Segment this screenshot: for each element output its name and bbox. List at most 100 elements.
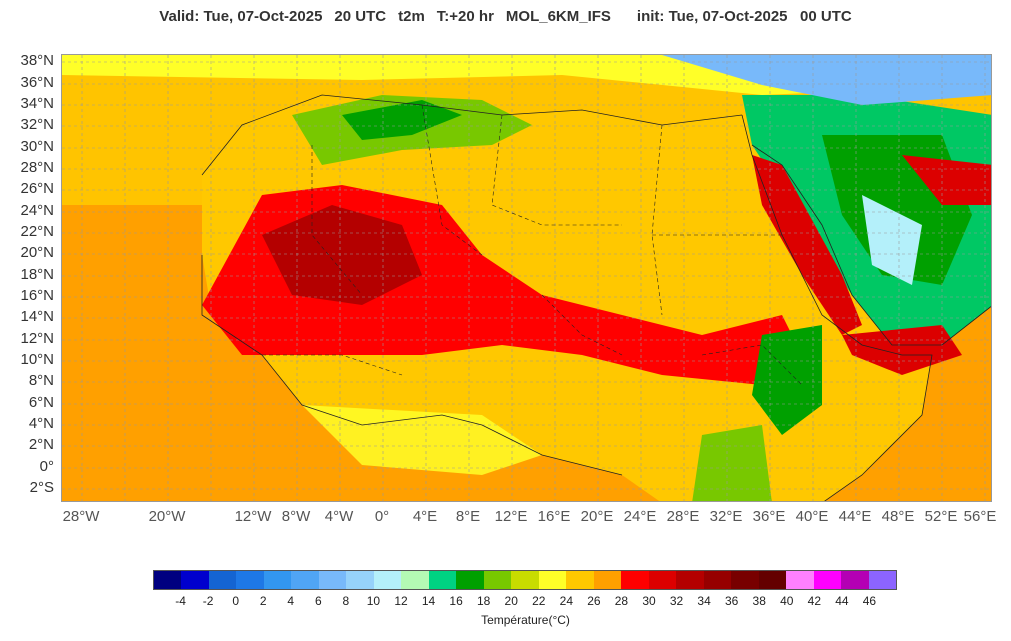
colorbar-tick-label: 36 (724, 594, 739, 608)
colorbar-swatch (676, 571, 704, 589)
colorbar-tick-label: 2 (259, 594, 267, 608)
lon-label: 16°E (537, 508, 571, 525)
colorbar-swatch (731, 571, 759, 589)
atlantic-warm (62, 275, 202, 435)
colorbar-swatch (346, 571, 374, 589)
title-init: init: Tue, 07-Oct-2025 00 UTC (636, 8, 852, 25)
colorbar-swatch (208, 571, 237, 589)
mali-hotspot (262, 205, 422, 305)
colorbar-tick-label: 20 (504, 594, 518, 608)
colorbar-swatch (373, 571, 402, 589)
lat-label: 8°N (28, 372, 54, 389)
lat-label: 14°N (20, 308, 54, 325)
colorbar-swatch (648, 571, 677, 589)
colorbar-swatch (263, 571, 292, 589)
colorbar-tick-label: 18 (476, 594, 491, 608)
colorbar-swatch (511, 571, 539, 589)
colorbar-swatch (538, 571, 567, 589)
lon-label: 4°W (324, 508, 354, 525)
gulf-aden-hot (842, 325, 962, 375)
lat-label: 6°N (28, 394, 54, 411)
lon-label: 44°E (838, 508, 872, 525)
colorbar-tick-label: -4 (175, 594, 186, 608)
country-borders (262, 104, 803, 386)
colorbar-tick-label: 10 (366, 594, 381, 608)
colorbar-swatch (566, 571, 594, 589)
colorbar-tick-label: 30 (642, 594, 656, 608)
lat-label: 0° (39, 458, 54, 475)
colorbar-swatch (621, 571, 649, 589)
title-hour: 20 UTC (334, 8, 387, 25)
title-valid: Valid: Tue, 07-Oct-2025 (159, 8, 323, 25)
lat-label: 38°N (20, 52, 54, 69)
guinea-coast (302, 405, 542, 475)
colorbar-tick-label: 26 (587, 594, 601, 608)
north-cool (662, 55, 991, 105)
title-variable: t2m (398, 8, 425, 25)
chart-title: Valid: Tue, 07-Oct-2025 20 UTC t2m T:+20 hr… (0, 8, 1011, 25)
colorbar-swatch (593, 571, 622, 589)
lon-label: 12°E (494, 508, 528, 525)
colorbar (153, 570, 897, 590)
lon-label: 24°E (623, 508, 657, 525)
map-canvas (62, 55, 991, 501)
lat-label: 30°N (20, 138, 54, 155)
lat-label: 20°N (20, 244, 54, 261)
colorbar-swatch (456, 571, 484, 589)
lon-label: 36°E (752, 508, 786, 525)
colorbar-swatch (401, 571, 429, 589)
colorbar-swatch (236, 571, 264, 589)
lon-label: 28°E (666, 508, 700, 525)
colorbar-swatch (318, 571, 347, 589)
grid-lines (62, 55, 991, 501)
colorbar-title: Température(°C) (481, 613, 570, 627)
colorbar-swatch (483, 571, 512, 589)
colorbar-tick-label: 0 (232, 594, 239, 608)
colorbar-swatch (428, 571, 457, 589)
colorbar-tick-label: 46 (862, 594, 877, 608)
lon-label: 32°E (709, 508, 743, 525)
colorbar-tick-label: 24 (559, 594, 574, 608)
lon-label: 0° (374, 508, 390, 525)
lon-label: 40°E (795, 508, 829, 525)
lat-label: 18°N (20, 266, 54, 283)
east-africa-green (692, 425, 772, 501)
lat-label: 34°N (20, 95, 54, 112)
lon-label: 12°W (234, 508, 272, 525)
lon-label: 56°E (963, 508, 997, 525)
lon-label: 4°E (412, 508, 438, 525)
arabia-cool-spot (862, 195, 922, 285)
colorbar-tick-label: 28 (614, 594, 629, 608)
colorbar-tick-label: 14 (421, 594, 436, 608)
colorbar-swatch (154, 571, 182, 589)
lat-label: 22°N (20, 223, 54, 240)
lat-label: 16°N (20, 287, 54, 304)
colorbar-swatch (813, 571, 842, 589)
lat-label: 32°N (20, 116, 54, 133)
colorbar-swatch (703, 571, 732, 589)
lat-label: 28°N (20, 159, 54, 176)
colorbar-tick-label: 32 (669, 594, 684, 608)
lat-label: 4°N (28, 415, 54, 432)
colorbar-swatch (786, 571, 814, 589)
lat-label: 2°S (29, 479, 54, 496)
lat-label: 10°N (20, 351, 54, 368)
title-lead: T:+20 hr (436, 8, 494, 25)
red-sea-corridor (752, 155, 862, 335)
lat-label: 2°N (28, 436, 54, 453)
lon-label: 28°W (62, 508, 100, 525)
colorbar-tick-label: 8 (342, 594, 350, 608)
lat-label: 36°N (20, 74, 54, 91)
atlas-peaks (342, 100, 462, 140)
lat-label: 12°N (20, 330, 54, 347)
colorbar-tick-label: 44 (835, 594, 849, 608)
colorbar-swatch (841, 571, 869, 589)
lon-label: 20°W (148, 508, 186, 525)
temperature-map[interactable] (61, 54, 992, 502)
lon-label: 20°E (580, 508, 614, 525)
colorbar-tick-label: 34 (697, 594, 711, 608)
lat-label: 26°N (20, 180, 54, 197)
colorbar-swatch (291, 571, 319, 589)
coastlines (201, 94, 991, 501)
lon-label: 52°E (924, 508, 958, 525)
